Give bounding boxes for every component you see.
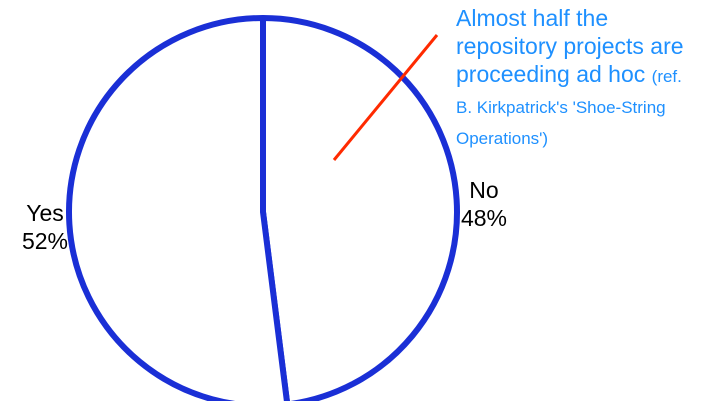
slice-label-no: No 48%: [446, 176, 522, 232]
annotation-main-text: Almost half the repository projects are …: [456, 5, 684, 87]
slice-percent-no: 48%: [460, 205, 508, 231]
slice-name-yes: Yes: [26, 200, 64, 226]
annotation-pointer-line: [332, 34, 439, 161]
slice-name-no: No: [469, 177, 499, 203]
pie-slice-no: [260, 15, 460, 401]
slice-percent-yes: 52%: [21, 228, 69, 254]
annotation-reference-text: (ref. B. Kirkpatrick's 'Shoe-String Oper…: [456, 67, 682, 148]
pie-slice-yes: [66, 15, 290, 401]
chart-annotation: Almost half the repository projects are …: [456, 4, 702, 153]
slice-label-yes: Yes 52%: [0, 199, 90, 255]
pie-slices: [66, 15, 460, 401]
